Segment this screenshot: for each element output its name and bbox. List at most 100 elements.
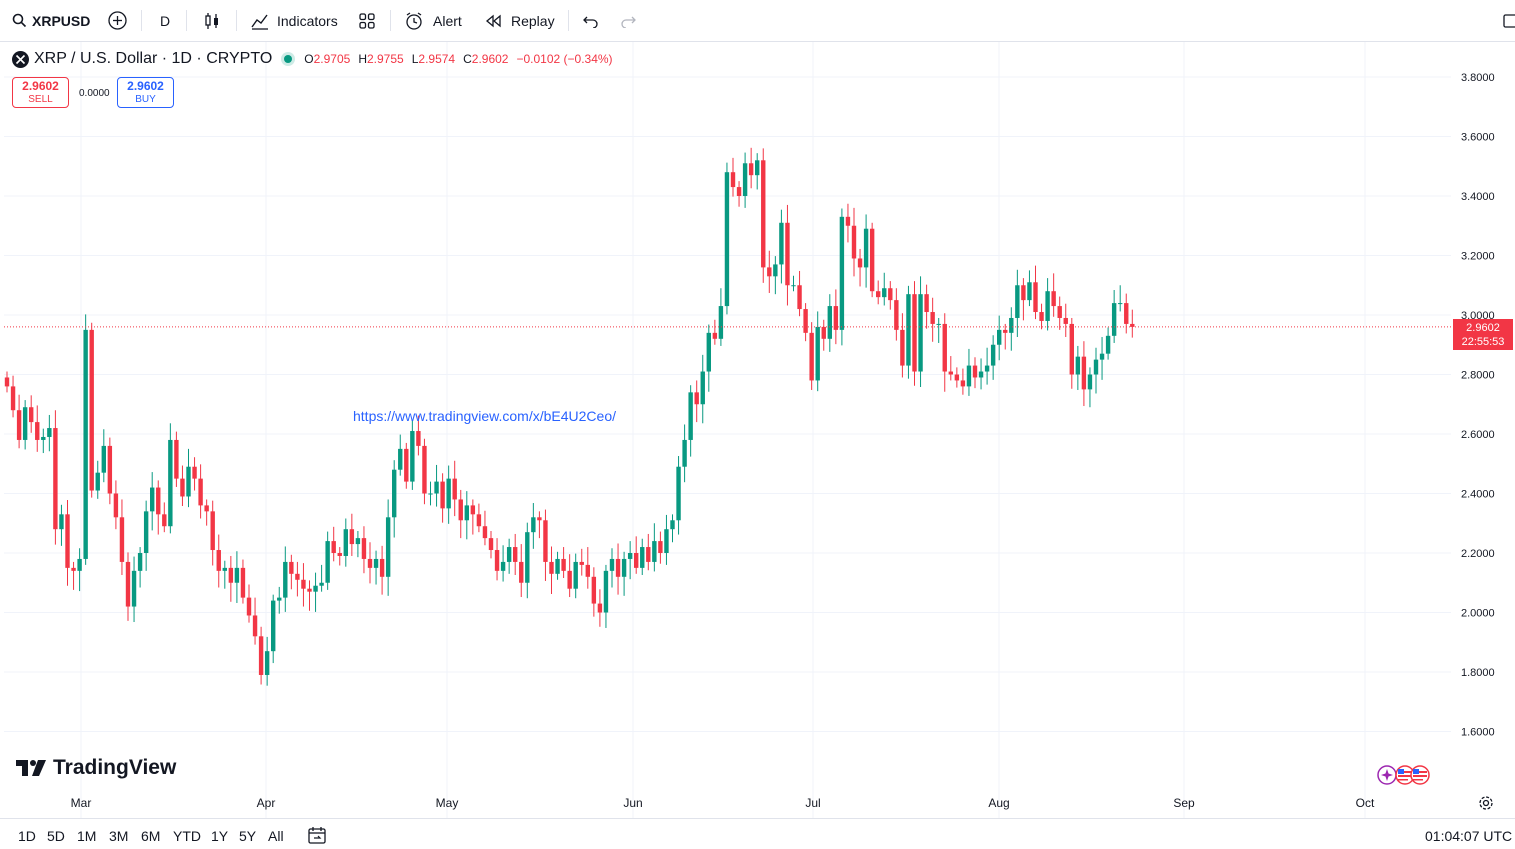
candle-body <box>143 511 149 553</box>
range-button-1m[interactable]: 1M <box>77 828 97 844</box>
candle-body <box>658 541 663 553</box>
candle-body <box>373 558 379 568</box>
candle-body <box>718 306 724 339</box>
utc-clock[interactable]: 01:04:07 UTC <box>1425 828 1513 844</box>
candle-body <box>748 163 754 176</box>
x-tick-label: Sep <box>1173 796 1195 810</box>
candle-body <box>1045 291 1050 321</box>
candle-body <box>192 466 197 479</box>
candle-body <box>1075 356 1081 375</box>
alarm-clock-icon <box>406 11 422 30</box>
range-button-1d[interactable]: 1D <box>18 828 36 844</box>
range-button-6m[interactable]: 6M <box>141 828 161 844</box>
chart-type-button[interactable] <box>202 0 222 41</box>
flags-widget[interactable] <box>1375 763 1431 787</box>
redo-button[interactable] <box>620 0 637 41</box>
range-button-5y[interactable]: 5Y <box>239 828 257 844</box>
add-circle-icon <box>108 11 127 30</box>
settings-gear-icon[interactable] <box>1478 795 1494 811</box>
candle-body <box>694 392 699 405</box>
candle-body <box>918 294 923 372</box>
tradingview-logo[interactable]: TradingView <box>16 756 176 780</box>
range-button-5d[interactable]: 5D <box>47 828 65 844</box>
candle-body <box>476 514 482 527</box>
candle-body <box>234 567 240 583</box>
candle-body <box>137 553 143 571</box>
range-button-1y[interactable]: 1Y <box>211 828 229 844</box>
candle-body <box>561 558 566 571</box>
alert-label: Alert <box>433 12 462 29</box>
candle-body <box>597 603 603 613</box>
candle-body <box>869 228 875 292</box>
candle-body <box>682 439 687 467</box>
candle-body <box>452 478 457 500</box>
candle-body <box>827 306 832 339</box>
sell-button[interactable]: 2.9602 SELL <box>12 77 69 108</box>
candle-body <box>410 431 415 482</box>
candle-body <box>10 386 16 411</box>
candle-body <box>664 529 669 553</box>
range-button-all[interactable]: All <box>268 828 284 844</box>
candle-body <box>930 312 935 324</box>
y-tick-label: 3.8000 <box>1461 72 1495 84</box>
candle-body <box>567 570 572 589</box>
candle-body <box>882 288 887 298</box>
candle-body <box>857 258 863 268</box>
fullscreen-button[interactable] <box>1503 0 1515 41</box>
candle-body <box>252 615 258 637</box>
indicators-icon <box>251 14 268 30</box>
candlestick-series <box>4 147 1135 686</box>
candle-body <box>264 651 270 675</box>
buy-price: 2.9602 <box>127 79 164 93</box>
buy-button[interactable]: 2.9602 BUY <box>117 77 174 108</box>
undo-icon <box>583 16 598 28</box>
price-chart[interactable] <box>4 42 1451 818</box>
candle-body <box>295 573 300 580</box>
candle-body <box>851 225 857 259</box>
candle-body <box>936 323 941 325</box>
alert-button[interactable]: Alert <box>404 0 462 41</box>
candle-body <box>95 472 100 491</box>
candle-body <box>1051 291 1056 307</box>
candle-body <box>736 187 742 196</box>
candle-body <box>761 160 766 268</box>
sparkle-icon <box>1377 765 1397 785</box>
range-button-3m[interactable]: 3M <box>109 828 129 844</box>
open-key: O <box>304 52 314 66</box>
candle-body <box>361 538 367 559</box>
undo-button[interactable] <box>582 0 599 41</box>
candle-body <box>307 588 312 592</box>
candle-body <box>180 478 185 497</box>
candle-body <box>573 561 578 589</box>
replay-button[interactable]: Replay <box>485 0 555 41</box>
candle-body <box>16 410 22 440</box>
layouts-button[interactable] <box>358 0 376 41</box>
y-tick-label: 3.4000 <box>1461 191 1495 203</box>
symbol-search[interactable]: XRPUSD <box>12 0 90 41</box>
range-button-ytd[interactable]: YTD <box>173 828 201 844</box>
x-tick-label: Oct <box>1356 796 1375 810</box>
compare-button[interactable] <box>107 0 128 41</box>
candle-body <box>29 407 34 423</box>
x-tick-label: Jul <box>805 796 820 810</box>
sell-price: 2.9602 <box>22 79 59 93</box>
snapshot-url-link[interactable]: https://www.tradingview.com/x/bE4U2Ceo/ <box>353 408 617 424</box>
candle-body <box>640 547 645 568</box>
y-tick-label: 2.0000 <box>1461 608 1495 620</box>
time-axis[interactable]: Mar Apr May Jun Jul Aug Sep Oct <box>4 792 1451 814</box>
candle-body <box>730 172 736 188</box>
candle-body <box>543 520 548 562</box>
candle-body <box>803 309 808 333</box>
candle-body <box>785 222 790 286</box>
calendar-range-icon[interactable] <box>307 825 327 845</box>
interval-button[interactable]: D <box>160 0 170 41</box>
candle-body <box>688 392 693 440</box>
x-tick-label: Aug <box>988 796 1009 810</box>
candle-body <box>119 517 125 562</box>
price-axis[interactable]: 3.80003.60003.40003.20003.00002.80002.60… <box>1451 42 1515 818</box>
candle-body <box>482 526 488 539</box>
candle-body <box>1003 329 1008 333</box>
chart-grid <box>4 42 1451 818</box>
candle-body <box>1009 317 1014 333</box>
indicators-button[interactable]: Indicators <box>250 0 338 41</box>
